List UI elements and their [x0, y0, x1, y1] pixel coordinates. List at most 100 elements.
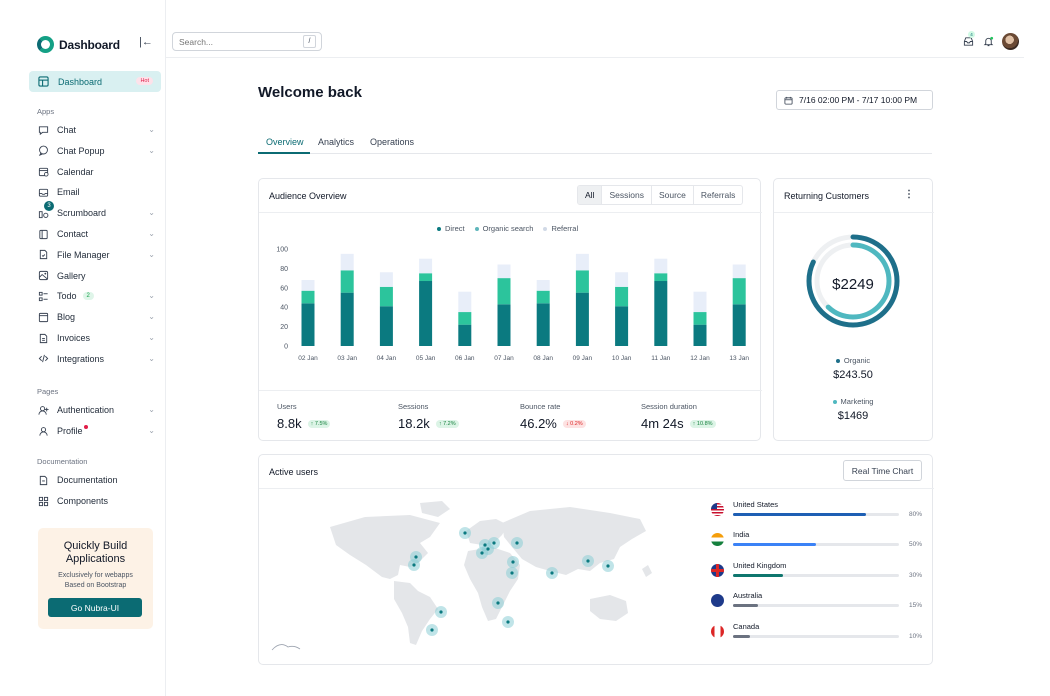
topbar: / 4 — [166, 0, 1024, 58]
sidebar-item-scrumboard[interactable]: 3 Scrumboard ⌄ — [37, 201, 155, 221]
progress-fill — [733, 573, 783, 577]
bar-direct[interactable] — [536, 303, 550, 346]
sidebar-item-blog[interactable]: Blog ⌄ — [37, 309, 155, 325]
bell-icon[interactable] — [982, 35, 994, 47]
bar-referral[interactable] — [458, 291, 472, 313]
sidebar-item-label: Profile — [57, 426, 83, 436]
y-tick-label: 60 — [280, 285, 288, 292]
sidebar-item-invoices[interactable]: Invoices ⌄ — [37, 330, 155, 346]
bar-direct[interactable] — [340, 292, 354, 346]
bar-direct[interactable] — [301, 303, 315, 346]
sidebar-item-integrations[interactable]: Integrations ⌄ — [37, 351, 155, 367]
bar-referral[interactable] — [379, 272, 393, 287]
bar-organic-search[interactable] — [615, 286, 629, 307]
card-divider — [259, 390, 762, 391]
sidebar-item-profile[interactable]: Profile ⌄ — [37, 423, 155, 439]
sidebar-item-authentication[interactable]: Authentication ⌄ — [37, 402, 155, 418]
sidebar-item-documentation[interactable]: Documentation — [37, 472, 155, 488]
chat-icon — [37, 124, 49, 136]
bar-referral[interactable] — [693, 291, 707, 313]
filter-source[interactable]: Source — [652, 186, 694, 204]
chevron-down-icon: ⌄ — [148, 145, 155, 155]
bar-organic-search[interactable] — [497, 278, 511, 305]
sidebar-item-chat[interactable]: Chat ⌄ — [37, 122, 155, 138]
sidebar-item-components[interactable]: Components — [37, 493, 155, 509]
bar-organic-search[interactable] — [575, 270, 589, 293]
filter-sessions[interactable]: Sessions — [602, 186, 652, 204]
bar-referral[interactable] — [575, 253, 589, 271]
bar-referral[interactable] — [497, 264, 511, 279]
real-time-chart-button[interactable]: Real Time Chart — [843, 460, 922, 481]
legend-label: Direct — [445, 224, 465, 233]
go-nubra-button[interactable]: Go Nubra-UI — [48, 598, 142, 617]
legend-label: Referral — [551, 224, 579, 233]
bar-organic-search[interactable] — [419, 273, 433, 282]
bar-referral[interactable] — [615, 272, 629, 287]
bar-direct[interactable] — [654, 281, 668, 346]
progress-track — [733, 573, 899, 577]
sidebar-item-email[interactable]: Email — [37, 184, 155, 200]
collapse-sidebar-icon[interactable]: |← — [139, 36, 153, 48]
bar-organic-search[interactable] — [340, 270, 354, 293]
sidebar-item-label: File Manager — [57, 249, 110, 260]
chevron-down-icon: ⌄ — [148, 208, 155, 218]
document-icon — [37, 474, 49, 486]
bar-referral[interactable] — [654, 258, 668, 274]
bar-organic-search[interactable] — [458, 312, 472, 325]
stat-change-badge: ↑ 7.2% — [435, 419, 459, 428]
sidebar-item-gallery[interactable]: Gallery — [37, 268, 155, 284]
user-icon — [37, 425, 49, 437]
sidebar-item-dashboard[interactable]: Dashboard Hot — [29, 71, 161, 92]
bar-referral[interactable] — [419, 258, 433, 274]
brand[interactable]: Dashboard — [37, 36, 120, 53]
returning-title: Returning Customers — [784, 191, 870, 201]
bar-direct[interactable] — [497, 304, 511, 346]
bar-organic-search[interactable] — [693, 312, 707, 325]
bar-direct[interactable] — [379, 306, 393, 346]
inbox-icon[interactable]: 4 — [962, 31, 975, 47]
bar-organic-search[interactable] — [732, 278, 746, 305]
stat-label: Users — [277, 402, 297, 411]
flag-icon — [711, 563, 724, 577]
search-input[interactable] — [172, 32, 322, 51]
country-name: United Kingdom — [733, 560, 787, 570]
x-tick-label: 10 Jan — [612, 355, 632, 362]
bar-organic-search[interactable] — [536, 290, 550, 304]
tab-overview[interactable]: Overview — [266, 137, 304, 147]
bar-direct[interactable] — [732, 304, 746, 346]
sidebar-item-chat-popup[interactable]: Chat Popup ⌄ — [37, 143, 155, 159]
sidebar-item-label: Invoices — [57, 333, 91, 343]
y-tick-label: 0 — [284, 344, 288, 351]
more-options-icon[interactable]: ⋮ — [904, 189, 914, 200]
sidebar-item-todo[interactable]: Todo 2 ⌄ — [37, 288, 155, 304]
bar-direct[interactable] — [458, 324, 472, 346]
tab-analytics[interactable]: Analytics — [318, 137, 355, 147]
bar-direct[interactable] — [419, 281, 433, 346]
code-icon — [37, 353, 49, 365]
sidebar-item-contact[interactable]: Contact ⌄ — [37, 226, 155, 242]
bar-direct[interactable] — [693, 324, 707, 346]
sidebar-item-calendar[interactable]: Calendar — [37, 164, 155, 180]
x-tick-label: 03 Jan — [337, 355, 357, 362]
stat-users: Users 8.8k ↑ 7.5% — [277, 402, 331, 431]
organic-legend: Organic $243.50 — [773, 356, 933, 381]
progress-track — [733, 513, 899, 516]
bar-direct[interactable] — [615, 306, 629, 346]
bar-referral[interactable] — [301, 280, 315, 291]
bar-referral[interactable] — [340, 253, 354, 271]
bar-referral[interactable] — [536, 280, 550, 291]
sidebar-item-file-manager[interactable]: File Manager ⌄ — [37, 247, 155, 263]
bar-organic-search[interactable] — [654, 273, 668, 282]
bar-organic-search[interactable] — [301, 290, 315, 304]
stat-change: 0.2% — [570, 420, 583, 427]
x-tick-label: 11 Jan — [651, 355, 670, 362]
bar-organic-search[interactable] — [379, 286, 393, 307]
bar-referral[interactable] — [732, 264, 746, 279]
filter-all[interactable]: All — [578, 186, 603, 204]
date-range-picker[interactable]: 7/16 02:00 PM - 7/17 10:00 PM — [776, 90, 933, 110]
avatar[interactable] — [1002, 33, 1019, 50]
marketing-label-text: Marketing — [840, 397, 874, 406]
bar-direct[interactable] — [575, 292, 589, 346]
tab-operations[interactable]: Operations — [370, 137, 415, 147]
filter-referrals[interactable]: Referrals — [700, 190, 736, 200]
